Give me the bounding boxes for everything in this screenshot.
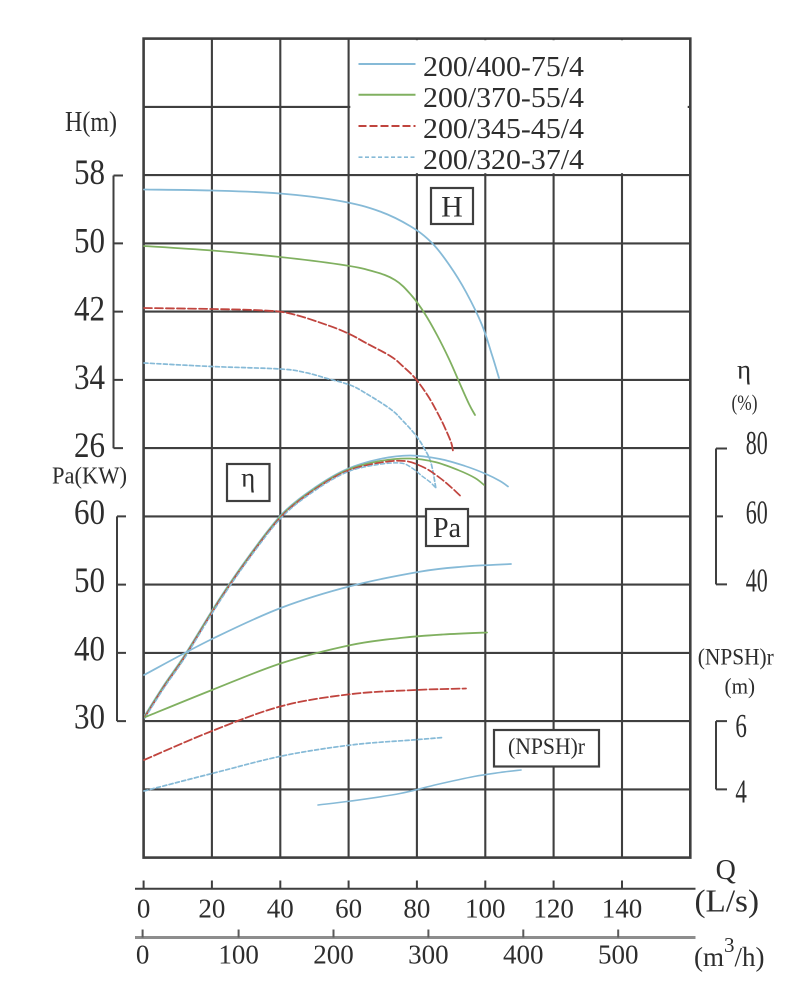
svg-text:40: 40 <box>746 563 768 600</box>
svg-text:58: 58 <box>74 152 105 192</box>
svg-text:40: 40 <box>267 893 294 923</box>
svg-text:60: 60 <box>74 492 105 532</box>
svg-text:200/320-37/4: 200/320-37/4 <box>423 145 584 176</box>
svg-text:(NPSH)r: (NPSH)r <box>508 734 585 759</box>
svg-text:(NPSH)r: (NPSH)r <box>698 645 774 670</box>
svg-text:140: 140 <box>602 893 643 923</box>
svg-text:200/345-45/4: 200/345-45/4 <box>423 114 584 145</box>
svg-text:42: 42 <box>74 289 105 329</box>
svg-text:50: 50 <box>74 560 105 600</box>
svg-text:30: 30 <box>74 697 105 737</box>
svg-text:Pa(KW): Pa(KW) <box>52 464 127 490</box>
svg-text:200/370-55/4: 200/370-55/4 <box>423 83 584 114</box>
svg-text:60: 60 <box>746 494 768 531</box>
svg-text:0: 0 <box>137 893 151 923</box>
svg-text:(L/s): (L/s) <box>695 883 760 919</box>
svg-text:400: 400 <box>503 939 544 969</box>
svg-text:(m): (m) <box>725 674 756 699</box>
svg-text:Q: Q <box>716 855 736 886</box>
svg-text:200: 200 <box>313 939 354 969</box>
svg-text:(%): (%) <box>732 390 758 415</box>
svg-text:η: η <box>737 355 751 385</box>
svg-text:η: η <box>241 463 255 493</box>
svg-text:40: 40 <box>74 628 105 668</box>
svg-text:100: 100 <box>218 939 259 969</box>
svg-text:300: 300 <box>408 939 449 969</box>
svg-text:Pa: Pa <box>433 513 462 544</box>
svg-text:500: 500 <box>598 939 639 969</box>
svg-text:H(m): H(m) <box>65 107 117 138</box>
svg-text:80: 80 <box>403 893 430 923</box>
svg-text:60: 60 <box>335 893 362 923</box>
svg-text:34: 34 <box>74 357 105 397</box>
svg-text:0: 0 <box>136 939 150 969</box>
svg-text:H: H <box>441 190 463 223</box>
svg-text:4: 4 <box>735 774 747 811</box>
svg-text:120: 120 <box>533 893 574 923</box>
svg-text:50: 50 <box>74 220 105 260</box>
svg-text:6: 6 <box>735 708 747 745</box>
svg-text:20: 20 <box>198 893 225 923</box>
svg-text:80: 80 <box>746 425 768 462</box>
svg-text:200/400-75/4: 200/400-75/4 <box>423 52 584 83</box>
svg-text:26: 26 <box>74 425 105 465</box>
svg-text:100: 100 <box>465 893 506 923</box>
